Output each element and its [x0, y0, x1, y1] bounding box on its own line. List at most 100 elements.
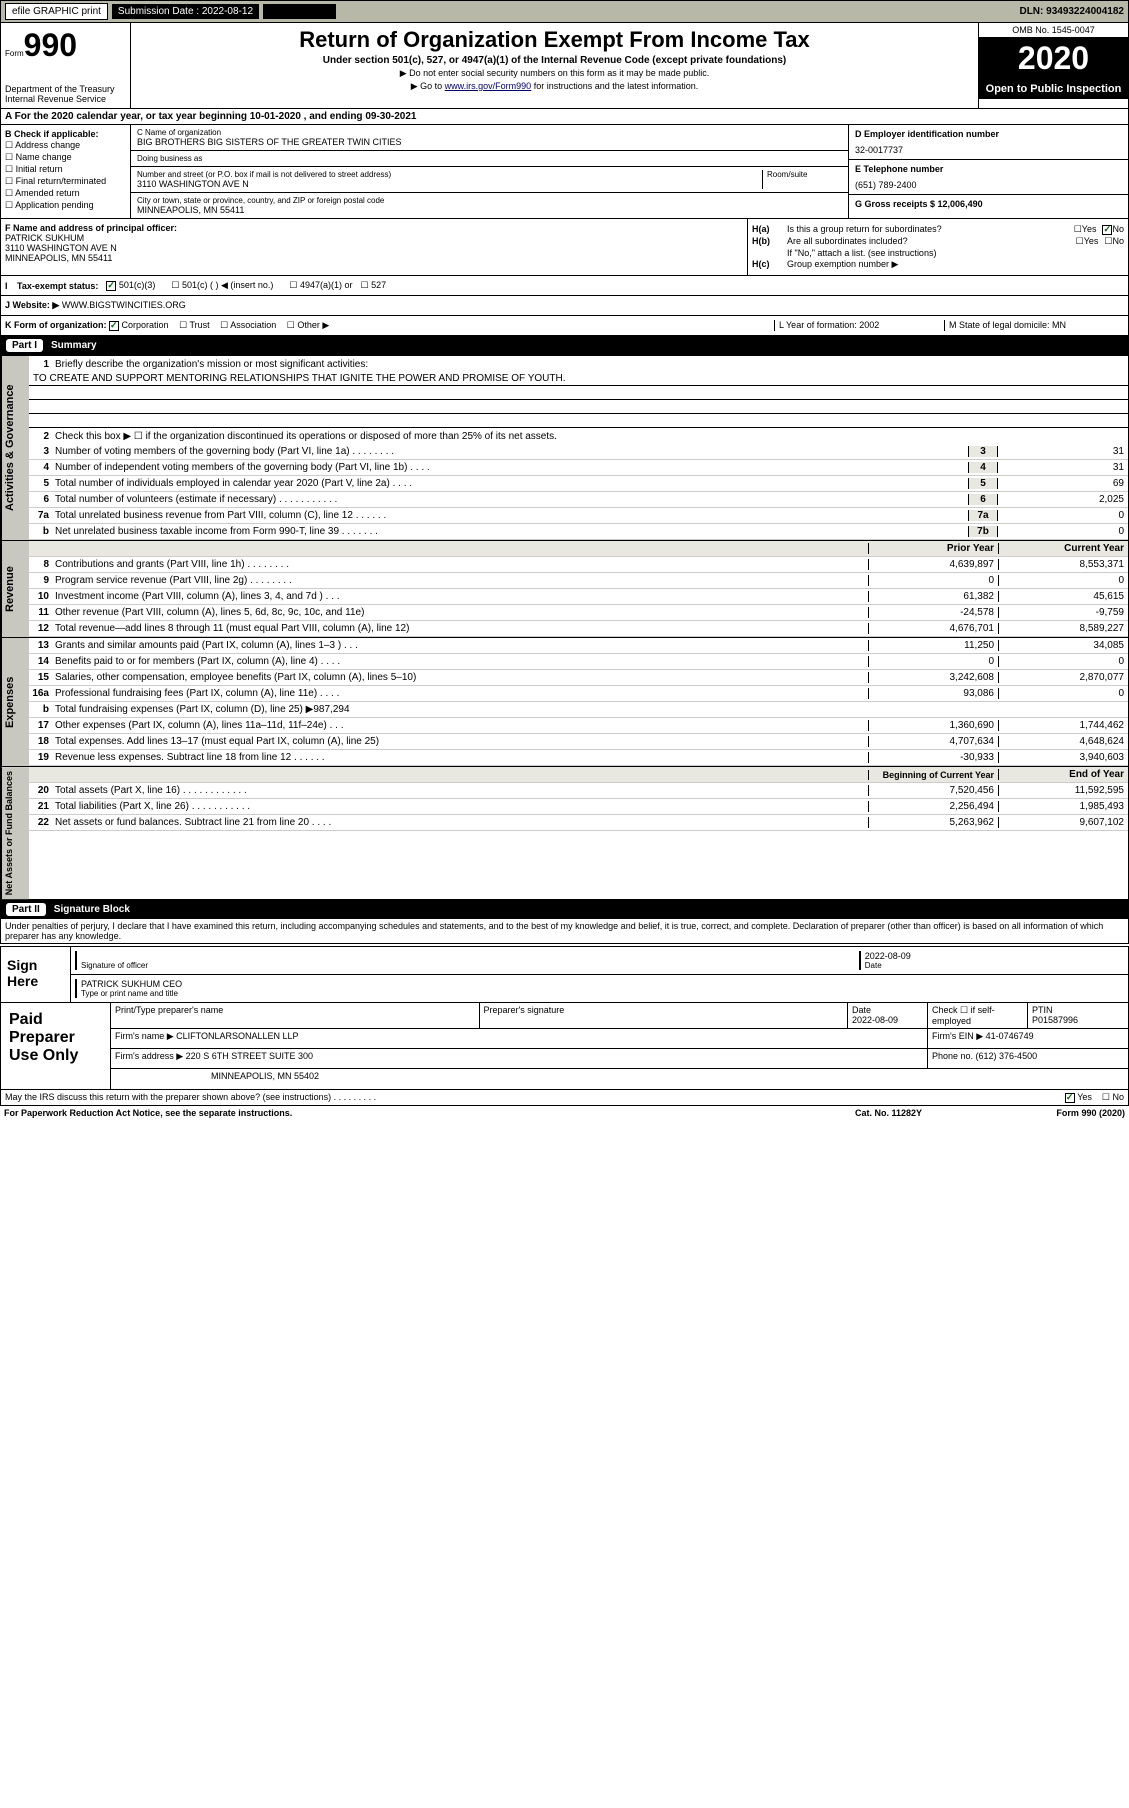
- open-inspection: Open to Public Inspection: [979, 79, 1128, 99]
- expenses-section: Expenses 13 Grants and similar amounts p…: [0, 638, 1129, 767]
- na-prior-20: 7,520,456: [868, 785, 998, 796]
- ha-no[interactable]: No: [1102, 224, 1124, 235]
- rev-row-12: 12 Total revenue—add lines 8 through 11 …: [29, 621, 1128, 637]
- section-fgh: F Name and address of principal officer:…: [0, 219, 1129, 276]
- dln: DLN: 93493224004182: [1019, 6, 1124, 17]
- exp-num-b: b: [29, 704, 53, 715]
- gov-cell-4: 4: [968, 462, 998, 473]
- entity-block: B Check if applicable: ☐ Address change …: [0, 125, 1129, 219]
- part1-label: Part I: [6, 339, 43, 352]
- exp-prior-13: 11,250: [868, 640, 998, 651]
- exp-desc-18: Total expenses. Add lines 13–17 (must eq…: [53, 735, 868, 748]
- part2-header: Part II Signature Block: [0, 900, 1129, 919]
- na-blank-desc: [53, 774, 868, 776]
- na-num-21: 21: [29, 801, 53, 812]
- pra-notice: For Paperwork Reduction Act Notice, see …: [4, 1108, 855, 1118]
- exp-curr-18: 4,648,624: [998, 736, 1128, 747]
- exp-desc-19: Revenue less expenses. Subtract line 18 …: [53, 751, 868, 764]
- org-name: BIG BROTHERS BIG SISTERS OF THE GREATER …: [137, 137, 842, 147]
- firm-addr-label: Firm's address ▶: [115, 1051, 183, 1061]
- rev-blank-desc: [53, 548, 868, 550]
- exp-num-17: 17: [29, 720, 53, 731]
- irs-link[interactable]: www.irs.gov/Form990: [445, 81, 532, 91]
- note-pre: ▶ Go to: [411, 81, 445, 91]
- sign-here-label: Sign Here: [1, 947, 71, 1002]
- rev-desc-10: Investment income (Part VIII, column (A)…: [53, 590, 868, 603]
- cb-address-change[interactable]: ☐ Address change: [5, 140, 126, 151]
- prep-date: 2022-08-09: [852, 1015, 898, 1025]
- status-label: Tax-exempt status:: [17, 281, 98, 291]
- gov-desc-7a: Total unrelated business revenue from Pa…: [53, 509, 968, 522]
- rev-num-12: 12: [29, 623, 53, 634]
- gov-val-6: 2,025: [998, 494, 1128, 505]
- cb-application-pending[interactable]: ☐ Application pending: [5, 200, 126, 211]
- omb-number: OMB No. 1545-0047: [979, 23, 1128, 38]
- hb-yes[interactable]: ☐Yes: [1076, 236, 1099, 247]
- gov-val-b: 0: [998, 526, 1128, 537]
- ha-yes[interactable]: ☐Yes: [1074, 224, 1097, 235]
- ptin-val: P01587996: [1032, 1015, 1078, 1025]
- cb-amended[interactable]: ☐ Amended return: [5, 188, 126, 199]
- rev-row-9: 9 Program service revenue (Part VIII, li…: [29, 573, 1128, 589]
- exp-row-17: 17 Other expenses (Part IX, column (A), …: [29, 718, 1128, 734]
- cb-501c[interactable]: ☐ 501(c) ( ) ◀ (insert no.): [171, 280, 273, 291]
- exp-curr-19: 3,940,603: [998, 752, 1128, 763]
- header-title-block: Return of Organization Exempt From Incom…: [131, 23, 978, 108]
- gov-num-b: b: [29, 526, 53, 537]
- exp-prior-19: -30,933: [868, 752, 998, 763]
- discuss-yes[interactable]: Yes: [1065, 1092, 1092, 1103]
- discuss-no[interactable]: ☐ No: [1102, 1092, 1124, 1103]
- rev-prior-12: 4,676,701: [868, 623, 998, 634]
- cb-other[interactable]: ☐ Other ▶: [287, 320, 330, 330]
- exp-curr-17: 1,744,462: [998, 720, 1128, 731]
- rev-row-11: 11 Other revenue (Part VIII, column (A),…: [29, 605, 1128, 621]
- gov-val-4: 31: [998, 462, 1128, 473]
- f-name: PATRICK SUKHUM: [5, 233, 84, 243]
- exp-desc-13: Grants and similar amounts paid (Part IX…: [53, 639, 868, 652]
- exp-row-15: 15 Salaries, other compensation, employe…: [29, 670, 1128, 686]
- cb-final-return[interactable]: ☐ Final return/terminated: [5, 176, 126, 187]
- prep-date-label: Date: [852, 1005, 871, 1015]
- rev-num-11: 11: [29, 607, 53, 618]
- sig-name: PATRICK SUKHUM CEO: [81, 979, 1124, 989]
- exp-row-16a: 16a Professional fundraising fees (Part …: [29, 686, 1128, 702]
- gov-num-7a: 7a: [29, 510, 53, 521]
- efile-button[interactable]: efile GRAPHIC print: [5, 3, 108, 20]
- city-label: City or town, state or province, country…: [137, 196, 842, 205]
- exp-row-13: 13 Grants and similar amounts paid (Part…: [29, 638, 1128, 654]
- cb-trust[interactable]: ☐ Trust: [179, 320, 210, 330]
- dba-box: Doing business as: [131, 151, 848, 167]
- exp-row-14: 14 Benefits paid to or for members (Part…: [29, 654, 1128, 670]
- gov-cell-7a: 7a: [968, 510, 998, 521]
- cb-name-change[interactable]: ☐ Name change: [5, 152, 126, 163]
- rev-curr-12: 8,589,227: [998, 623, 1128, 634]
- na-desc-22: Net assets or fund balances. Subtract li…: [53, 816, 868, 829]
- exp-desc-15: Salaries, other compensation, employee b…: [53, 671, 868, 684]
- exp-prior-14: 0: [868, 656, 998, 667]
- ein-label: D Employer identification number: [855, 129, 1122, 139]
- rev-prior-9: 0: [868, 575, 998, 586]
- room-label: Room/suite: [767, 170, 842, 179]
- kform-row: K Form of organization: Corporation ☐ Tr…: [0, 316, 1129, 336]
- exp-num-19: 19: [29, 752, 53, 763]
- exp-prior-17: 1,360,690: [868, 720, 998, 731]
- cb-4947[interactable]: ☐ 4947(a)(1) or: [289, 280, 352, 291]
- dba-label: Doing business as: [137, 154, 842, 163]
- begin-year-header: Beginning of Current Year: [868, 770, 998, 780]
- form-prefix: Form: [5, 49, 24, 58]
- gov-cell-b: 7b: [968, 526, 998, 537]
- paid-preparer-block: Paid Preparer Use Only Print/Type prepar…: [0, 1003, 1129, 1090]
- cb-initial-return[interactable]: ☐ Initial return: [5, 164, 126, 175]
- cb-527[interactable]: ☐ 527: [361, 280, 387, 291]
- cb-corp[interactable]: Corporation: [109, 320, 169, 330]
- rev-row-10: 10 Investment income (Part VIII, column …: [29, 589, 1128, 605]
- exp-curr-13: 34,085: [998, 640, 1128, 651]
- phone-val: (651) 789-2400: [855, 180, 1122, 190]
- hb-no[interactable]: ☐No: [1104, 236, 1124, 247]
- netassets-section: Net Assets or Fund Balances Beginning of…: [0, 767, 1129, 900]
- cb-assoc[interactable]: ☐ Association: [220, 320, 276, 330]
- sign-block: Sign Here Signature of officer 2022-08-0…: [0, 946, 1129, 1003]
- cb-501c3[interactable]: 501(c)(3): [106, 280, 155, 291]
- end-year-header: End of Year: [998, 769, 1128, 780]
- m-state: M State of legal domicile: MN: [944, 320, 1124, 331]
